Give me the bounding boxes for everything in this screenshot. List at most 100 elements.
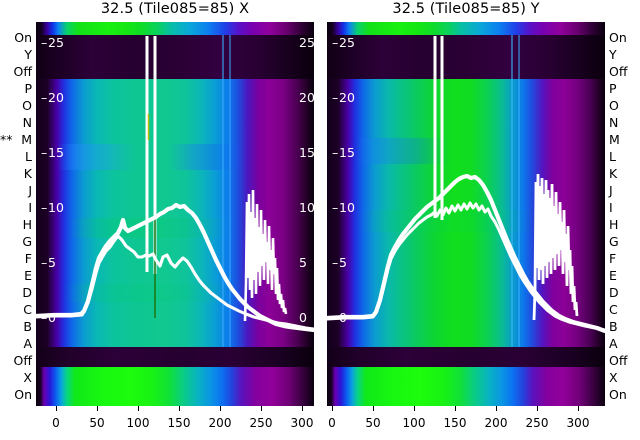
- row-label-left-9: J: [28, 183, 32, 198]
- row-label-left-12: G: [22, 234, 32, 249]
- ytick-label-x-3: –10: [41, 200, 64, 215]
- x-tick-label-r-2: 100: [402, 416, 426, 430]
- row-label-right-19: Off: [609, 353, 628, 368]
- row-label-right-11: H: [609, 217, 619, 232]
- x-axis-left: 0 50 100 150 200 250 300: [36, 406, 314, 436]
- x-tick-mark-l-3: [179, 406, 180, 411]
- ytick-label-y-2: –15: [332, 145, 355, 160]
- x-tick-mark-r-1: [373, 406, 374, 411]
- x-tick-mark-l-2: [138, 406, 139, 411]
- row-label-right-0: On: [609, 30, 627, 45]
- profile-upper-y: [327, 173, 605, 334]
- ytick-label-x-4: –5: [41, 255, 56, 270]
- heatmap-band-bottom-y: [327, 367, 605, 406]
- noise-burst-x: [243, 189, 288, 322]
- x-tick-label-r-1: 50: [365, 416, 381, 430]
- heatmap-band-top-y: [327, 22, 605, 35]
- row-label-right-10: I: [609, 200, 613, 215]
- ytick-edge-label-2: 15: [299, 145, 315, 160]
- ytick-label-y-1: –20: [332, 90, 355, 105]
- row-label-left-0: On: [14, 30, 32, 45]
- row-label-left-18: A: [23, 336, 32, 351]
- ytick-label-x-5: –0: [41, 310, 56, 325]
- x-tick-label-l-0: 0: [52, 416, 60, 430]
- panel-title-y: 32.5 (Tile085=85) Y: [392, 1, 540, 17]
- heatmap-vertical-striations-x: [36, 35, 314, 391]
- row-label-right-14: E: [609, 268, 617, 283]
- x-tick-label-l-1: 50: [89, 416, 105, 430]
- row-label-right-4: O: [609, 98, 619, 113]
- row-label-right-15: D: [609, 285, 619, 300]
- row-label-left-1: Y: [24, 47, 32, 62]
- row-label-right-17: B: [609, 319, 618, 334]
- ytick-label-y-4: –5: [332, 255, 347, 270]
- row-label-left-2: Off: [13, 64, 32, 79]
- row-label-right-1: Y: [609, 47, 617, 62]
- ytick-label-y-5: –0: [332, 310, 347, 325]
- row-label-left-21: On: [14, 387, 32, 402]
- row-label-right-12: G: [609, 234, 619, 249]
- row-label-right-7: L: [609, 149, 616, 164]
- heatmap-panel-y[interactable]: –25 –20 –15 –10 –5 –0: [327, 22, 605, 406]
- row-label-right-9: J: [609, 183, 613, 198]
- x-axis-right: 0 50 100 150 200 250 300: [327, 406, 605, 436]
- x-tick-mark-r-2: [414, 406, 415, 411]
- ytick-edge-label-4: 5: [299, 255, 307, 270]
- panel-title-x: 32.5 (Tile085=85) X: [100, 1, 250, 17]
- row-label-left-8: K: [23, 166, 32, 181]
- row-label-right-13: F: [609, 251, 617, 266]
- heatmap-image-y: –25 –20 –15 –10 –5 –0: [327, 22, 605, 406]
- row-label-right-16: C: [609, 302, 618, 317]
- x-tick-mark-l-0: [56, 406, 57, 411]
- ytick-edge-label-0: 25: [299, 35, 315, 50]
- x-tick-mark-l-1: [97, 406, 98, 411]
- row-label-left-13: F: [24, 251, 32, 266]
- row-label-right-8: K: [609, 166, 618, 181]
- heatmap-band-bottom-x: [36, 367, 314, 406]
- heatmap-gap-bottom-y: [327, 347, 605, 367]
- row-label-left-19: Off: [13, 353, 32, 368]
- x-tick-label-l-3: 150: [167, 416, 191, 430]
- profile-upper-x: [36, 202, 314, 333]
- row-marker-asterisks: **: [0, 132, 13, 147]
- x-tick-label-r-5: 250: [525, 416, 549, 430]
- ytick-label-y-3: –10: [332, 200, 355, 215]
- x-tick-mark-r-4: [496, 406, 497, 411]
- row-labels-left: On Y Off P O N M L K J I H G F E D C B A…: [0, 22, 34, 406]
- x-tick-label-l-5: 250: [249, 416, 273, 430]
- row-label-left-10: I: [28, 200, 32, 215]
- heatmap-band-top-x: [36, 22, 314, 35]
- profile-lower-x: [36, 234, 314, 331]
- x-tick-mark-r-3: [455, 406, 456, 411]
- ytick-edge-label-1: 20: [299, 90, 315, 105]
- x-tick-label-r-0: 0: [328, 416, 336, 430]
- row-label-left-5: N: [22, 115, 32, 130]
- row-labels-right: On Y Off P O N M L K J I H G F E D C B A…: [606, 22, 640, 406]
- row-label-right-6: M: [609, 132, 620, 147]
- ytick-label-y-0: –25: [332, 35, 355, 50]
- overlay-traces-x: [36, 36, 314, 333]
- x-tick-mark-r-0: [332, 406, 333, 411]
- row-label-left-4: O: [22, 98, 32, 113]
- heatmap-image-x: –25 –20 –15 –10 –5 –0: [36, 22, 314, 406]
- row-label-right-21: On: [609, 387, 627, 402]
- x-tick-mark-r-5: [537, 406, 538, 411]
- overlay-traces-y: [327, 36, 605, 334]
- row-label-left-17: B: [23, 319, 32, 334]
- row-label-right-18: A: [609, 336, 618, 351]
- x-tick-label-l-6: 300: [290, 416, 314, 430]
- ytick-label-x-0: –25: [41, 35, 64, 50]
- row-label-right-3: P: [609, 81, 617, 96]
- heatmap-gap-bottom-x: [36, 347, 314, 367]
- row-label-left-7: L: [25, 149, 32, 164]
- row-label-left-14: E: [24, 268, 32, 283]
- profile-lower-y: [327, 201, 605, 332]
- row-label-left-11: H: [22, 217, 32, 232]
- x-tick-label-l-4: 200: [208, 416, 232, 430]
- ytick-label-x-2: –15: [41, 145, 64, 160]
- heatmap-panel-x[interactable]: –25 –20 –15 –10 –5 –0: [36, 22, 314, 406]
- x-tick-label-r-3: 150: [443, 416, 467, 430]
- ytick-edge-label-3: 10: [299, 200, 315, 215]
- row-label-right-5: N: [609, 115, 619, 130]
